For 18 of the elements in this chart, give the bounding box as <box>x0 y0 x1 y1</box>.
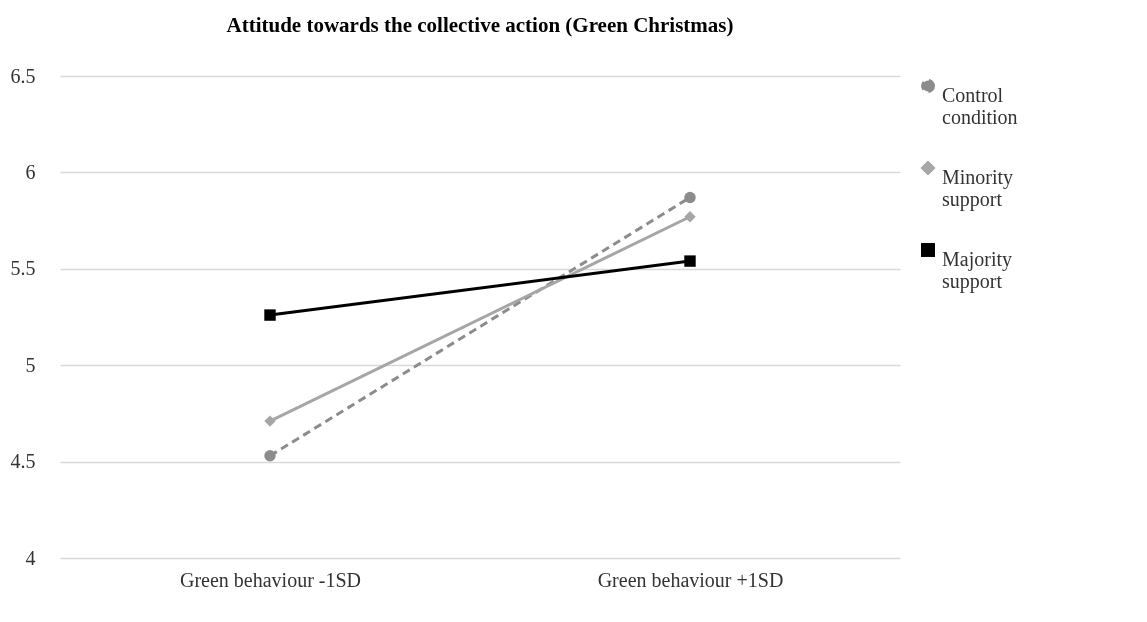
x-tick-label: Green behaviour -1SD <box>179 568 362 591</box>
point <box>264 415 276 427</box>
y-tick-label: 5 <box>25 353 36 376</box>
legend-label: Minority support <box>942 166 1014 211</box>
point <box>684 255 696 267</box>
y-tick-label: 5.5 <box>10 257 36 280</box>
legend-label: Control condition <box>942 84 1018 128</box>
y-tick-label: 6.5 <box>10 64 36 87</box>
x-tick-label: Green behaviour +1SD <box>597 568 784 591</box>
point <box>684 211 696 223</box>
chart-title: Attitude towards the collective action (Green Christmas) <box>226 13 734 37</box>
y-tick-label: 4 <box>25 546 36 569</box>
legend-label: Majority support <box>942 248 1012 293</box>
point <box>264 450 276 462</box>
y-tick-label: 4.5 <box>10 450 36 473</box>
y-tick-label: 6 <box>25 160 36 183</box>
point <box>264 309 276 321</box>
point <box>684 191 696 204</box>
